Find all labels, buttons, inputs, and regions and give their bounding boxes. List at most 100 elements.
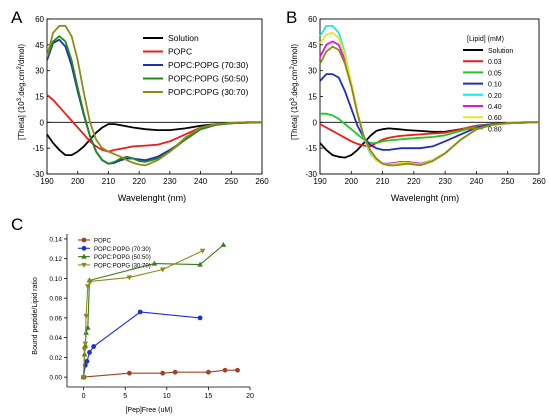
y-tick-label: 0.02 xyxy=(49,355,62,362)
data-point-popc-popg-30-70 xyxy=(83,313,89,319)
data-point-popc xyxy=(235,367,240,373)
x-tick-label: 200 xyxy=(71,177,85,186)
y-tick-label: 60 xyxy=(308,15,317,24)
x-tick-label: 220 xyxy=(132,177,146,186)
x-tick-label: 230 xyxy=(438,177,452,186)
legend-label-popc: POPC xyxy=(168,47,192,57)
legend-marker-popc-popg-30-70 xyxy=(81,262,87,268)
x-tick-label: 250 xyxy=(501,177,515,186)
legend-label-popc-popg-50-50: POPC:POPG (50:50) xyxy=(94,255,151,261)
y-tick-label: -15 xyxy=(32,144,44,153)
legend-label-0-05: 0.05 xyxy=(488,70,502,77)
panel-label-c: C xyxy=(11,215,23,234)
x-tick-label: 240 xyxy=(194,177,208,186)
data-point-popc-popg-30-70 xyxy=(87,279,94,285)
legend-marker-popc-popg-70-30 xyxy=(81,245,87,251)
series-line-popc-popg-30-70 xyxy=(46,24,262,167)
series-line-0-40 xyxy=(319,40,539,165)
legend-label-0-03: 0.03 xyxy=(488,59,502,66)
x-tick-label: 230 xyxy=(163,177,177,186)
series-line-0-10 xyxy=(319,73,539,151)
panel-a-series xyxy=(46,24,263,167)
data-point-popc-popg-30-70 xyxy=(159,267,166,273)
data-point-popc-popg-50-50 xyxy=(197,261,203,267)
x-tick-label: 260 xyxy=(532,177,546,186)
y-tick-label: 0.14 xyxy=(49,236,62,243)
legend-label-popc: POPC xyxy=(94,239,112,245)
data-point-popc-popg-30-70 xyxy=(126,275,133,281)
panel-b-legend-title: [Lipid] (mM) xyxy=(467,36,504,43)
series-line-popc-popg-50-50 xyxy=(46,35,262,165)
x-tick-label: 190 xyxy=(40,177,54,186)
data-point-popc xyxy=(222,367,228,373)
y-tick-label: 30 xyxy=(35,67,44,76)
panel-a-ticks: 190 200 210 220 230 240 250 260 -30 -15 0 15 30 45 60 xyxy=(32,15,269,186)
series-line-popc-popg-30-70 xyxy=(83,250,203,378)
y-tick-label: 15 xyxy=(308,93,317,102)
data-point-popc-popg-70-30 xyxy=(197,315,203,321)
data-point-popc-popg-70-30 xyxy=(87,350,92,355)
data-point-popc-popg-30-70 xyxy=(82,341,89,347)
data-point-popc-popg-70-30 xyxy=(137,309,143,315)
y-tick-label: 60 xyxy=(35,15,44,24)
panel-c-y-axis-label: Bound peptide/Lipid ratio xyxy=(32,277,39,355)
data-point-popc-popg-30-70 xyxy=(80,375,87,381)
x-tick-label: 15 xyxy=(205,393,213,400)
legend-label-popc-popg-70-30: POPC:POPG (70:30) xyxy=(168,60,248,70)
legend-label-0-20: 0.20 xyxy=(488,93,502,100)
legend-label-popc-popg-70-30: POPC:POPG (70:30) xyxy=(94,247,151,253)
legend-label-popc-popg-30-70: POPC:POPG (30:70) xyxy=(94,263,151,269)
data-point-popc-popg-70-30 xyxy=(91,344,97,349)
legend-label-0-40: 0.40 xyxy=(488,104,502,111)
series-line-0-03 xyxy=(319,121,540,148)
legend-label-solution: Solution xyxy=(488,48,513,55)
x-tick-label: 210 xyxy=(102,177,116,186)
y-tick-label: -30 xyxy=(305,170,317,179)
data-point-popc xyxy=(172,369,178,375)
panel-c-legend: POPC POPC:POPG (70:30) POPC:POPG (50:50) PO… xyxy=(78,237,151,269)
panel-b-y-axis-label: [Theta] (103.deg.cm2/dmol) xyxy=(290,44,299,140)
y-tick-label: 0.04 xyxy=(49,335,62,342)
panel-b-legend: Solution 0.03 0.05 0.10 0.20 0.40 0.60 0.80 xyxy=(463,48,513,133)
y-tick-label: -30 xyxy=(32,170,44,179)
data-point-popc xyxy=(160,370,166,376)
x-tick-label: 190 xyxy=(313,177,327,186)
panel-a-legend: Solution POPC POPC:POPG (70:30) POPC:POPG (… xyxy=(143,33,248,97)
panel-b-x-axis-label: Wavelenght (nm) xyxy=(391,193,459,203)
y-tick-label: 0.12 xyxy=(49,256,62,263)
y-tick-label: 0 xyxy=(313,118,318,127)
legend-label-popc-popg-30-70: POPC:POPG (30:70) xyxy=(168,87,248,97)
data-point-popc-popg-50-50 xyxy=(85,324,91,330)
panel-label-a: A xyxy=(11,8,23,27)
panel-b-series xyxy=(319,24,540,167)
x-tick-label: 5 xyxy=(123,393,127,400)
x-tick-label: 0 xyxy=(82,393,86,400)
series-line-0-05 xyxy=(320,112,540,144)
x-tick-label: 20 xyxy=(246,393,254,400)
data-point-popc-popg-70-30 xyxy=(84,358,90,364)
y-tick-label: 30 xyxy=(308,67,317,76)
x-tick-label: 200 xyxy=(345,177,359,186)
data-point-popc xyxy=(206,369,211,375)
legend-label-0-10: 0.10 xyxy=(488,82,502,89)
x-tick-label: 240 xyxy=(470,177,484,186)
panel-b-ticks: 190 200 210 220 230 240 250 260 -30 -15 0 15 30 45 60 xyxy=(305,15,546,186)
data-point-popc-popg-50-50 xyxy=(220,241,227,247)
series-line-solution xyxy=(319,121,540,159)
series-line-popc-popg-70-30 xyxy=(83,311,201,378)
x-tick-label: 210 xyxy=(376,177,390,186)
x-tick-label: 250 xyxy=(225,177,239,186)
legend-label-0-60: 0.60 xyxy=(488,115,502,122)
panel-c-series xyxy=(80,241,240,381)
y-tick-label: 45 xyxy=(308,41,317,50)
y-tick-label: 15 xyxy=(35,93,44,102)
panel-c-x-axis-label: [Pep]Free (uM) xyxy=(125,407,172,414)
y-tick-label: 0.08 xyxy=(49,296,62,303)
legend-label-solution: Solution xyxy=(168,33,199,43)
panel-a: A 190 200 210 220 230 240 250 260 -30 -15 0 15 30 45 6… xyxy=(11,8,269,203)
panel-a-x-axis-label: Wavelenght (nm) xyxy=(118,193,186,203)
series-line-solution xyxy=(46,121,263,157)
panel-c-ticks: 0 5 10 15 20 0.00 0.02 0.04 0.06 0.08 0.10 0.12 0.14 xyxy=(49,236,254,400)
panel-label-b: B xyxy=(286,8,297,27)
legend-marker-popc-popg-50-50 xyxy=(81,253,87,259)
